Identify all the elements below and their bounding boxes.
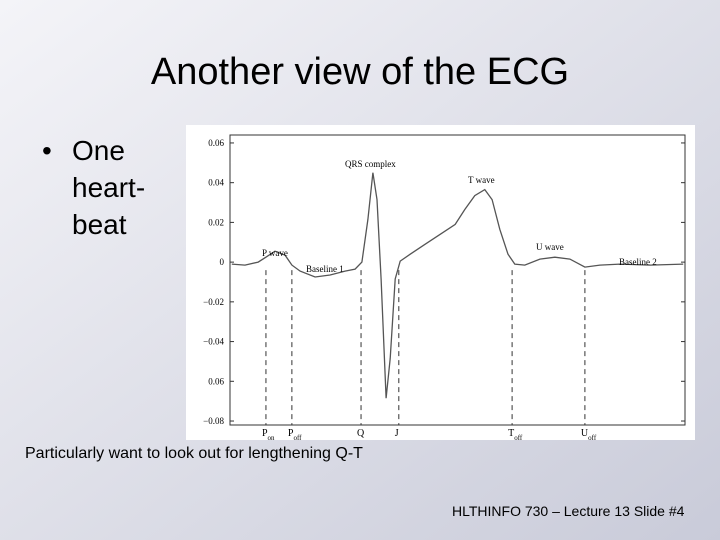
chart-image bbox=[186, 125, 695, 440]
caption: Particularly want to look out for length… bbox=[25, 445, 363, 462]
y-tick-label: −0.08 bbox=[203, 416, 224, 426]
marker-label: Q bbox=[357, 428, 365, 439]
y-tick-label: −0.02 bbox=[203, 297, 224, 307]
marker-label: Poff bbox=[288, 428, 302, 442]
marker-letter: P bbox=[288, 428, 294, 439]
marker-letter: J bbox=[395, 428, 399, 439]
marker-subscript: off bbox=[293, 434, 302, 442]
marker-subscript: on bbox=[268, 434, 276, 442]
marker-letter: U bbox=[581, 428, 589, 439]
bullet-dot: • bbox=[42, 135, 52, 166]
y-tick-label: 0 bbox=[220, 257, 225, 267]
footer: HLTHINFO 730 – Lecture 13 Slide #4 bbox=[452, 503, 685, 519]
plot-frame bbox=[229, 134, 686, 426]
bullet-text: beat bbox=[72, 209, 127, 240]
marker-subscript: off bbox=[588, 434, 597, 442]
y-tick-label: 0.06 bbox=[208, 138, 224, 148]
y-tick-label: 0.06 bbox=[208, 376, 224, 386]
bullet-text: One bbox=[72, 135, 125, 166]
marker-label: Pon bbox=[262, 428, 275, 442]
annotation: Baseline 1 bbox=[306, 264, 344, 274]
marker-letter: Q bbox=[357, 428, 365, 439]
annotation: U wave bbox=[536, 242, 564, 252]
ecg-trace bbox=[231, 172, 684, 399]
marker-label: J bbox=[395, 428, 399, 439]
marker-letter: T bbox=[508, 428, 514, 439]
marker-subscript: off bbox=[514, 434, 523, 442]
annotation: P wave bbox=[262, 248, 288, 258]
annotation: T wave bbox=[468, 175, 495, 185]
slide-title: Another view of the ECG bbox=[151, 51, 569, 93]
marker-label: Uoff bbox=[581, 428, 597, 442]
marker-letter: P bbox=[262, 428, 268, 439]
y-tick-label: 0.02 bbox=[208, 217, 224, 227]
annotation: Baseline 2 bbox=[619, 257, 657, 267]
y-tick-label: −0.04 bbox=[203, 337, 224, 347]
annotation: QRS complex bbox=[345, 159, 396, 169]
bullet-text: heart- bbox=[72, 172, 145, 203]
marker-label: Toff bbox=[508, 428, 523, 442]
y-tick-label: 0.04 bbox=[208, 178, 224, 188]
